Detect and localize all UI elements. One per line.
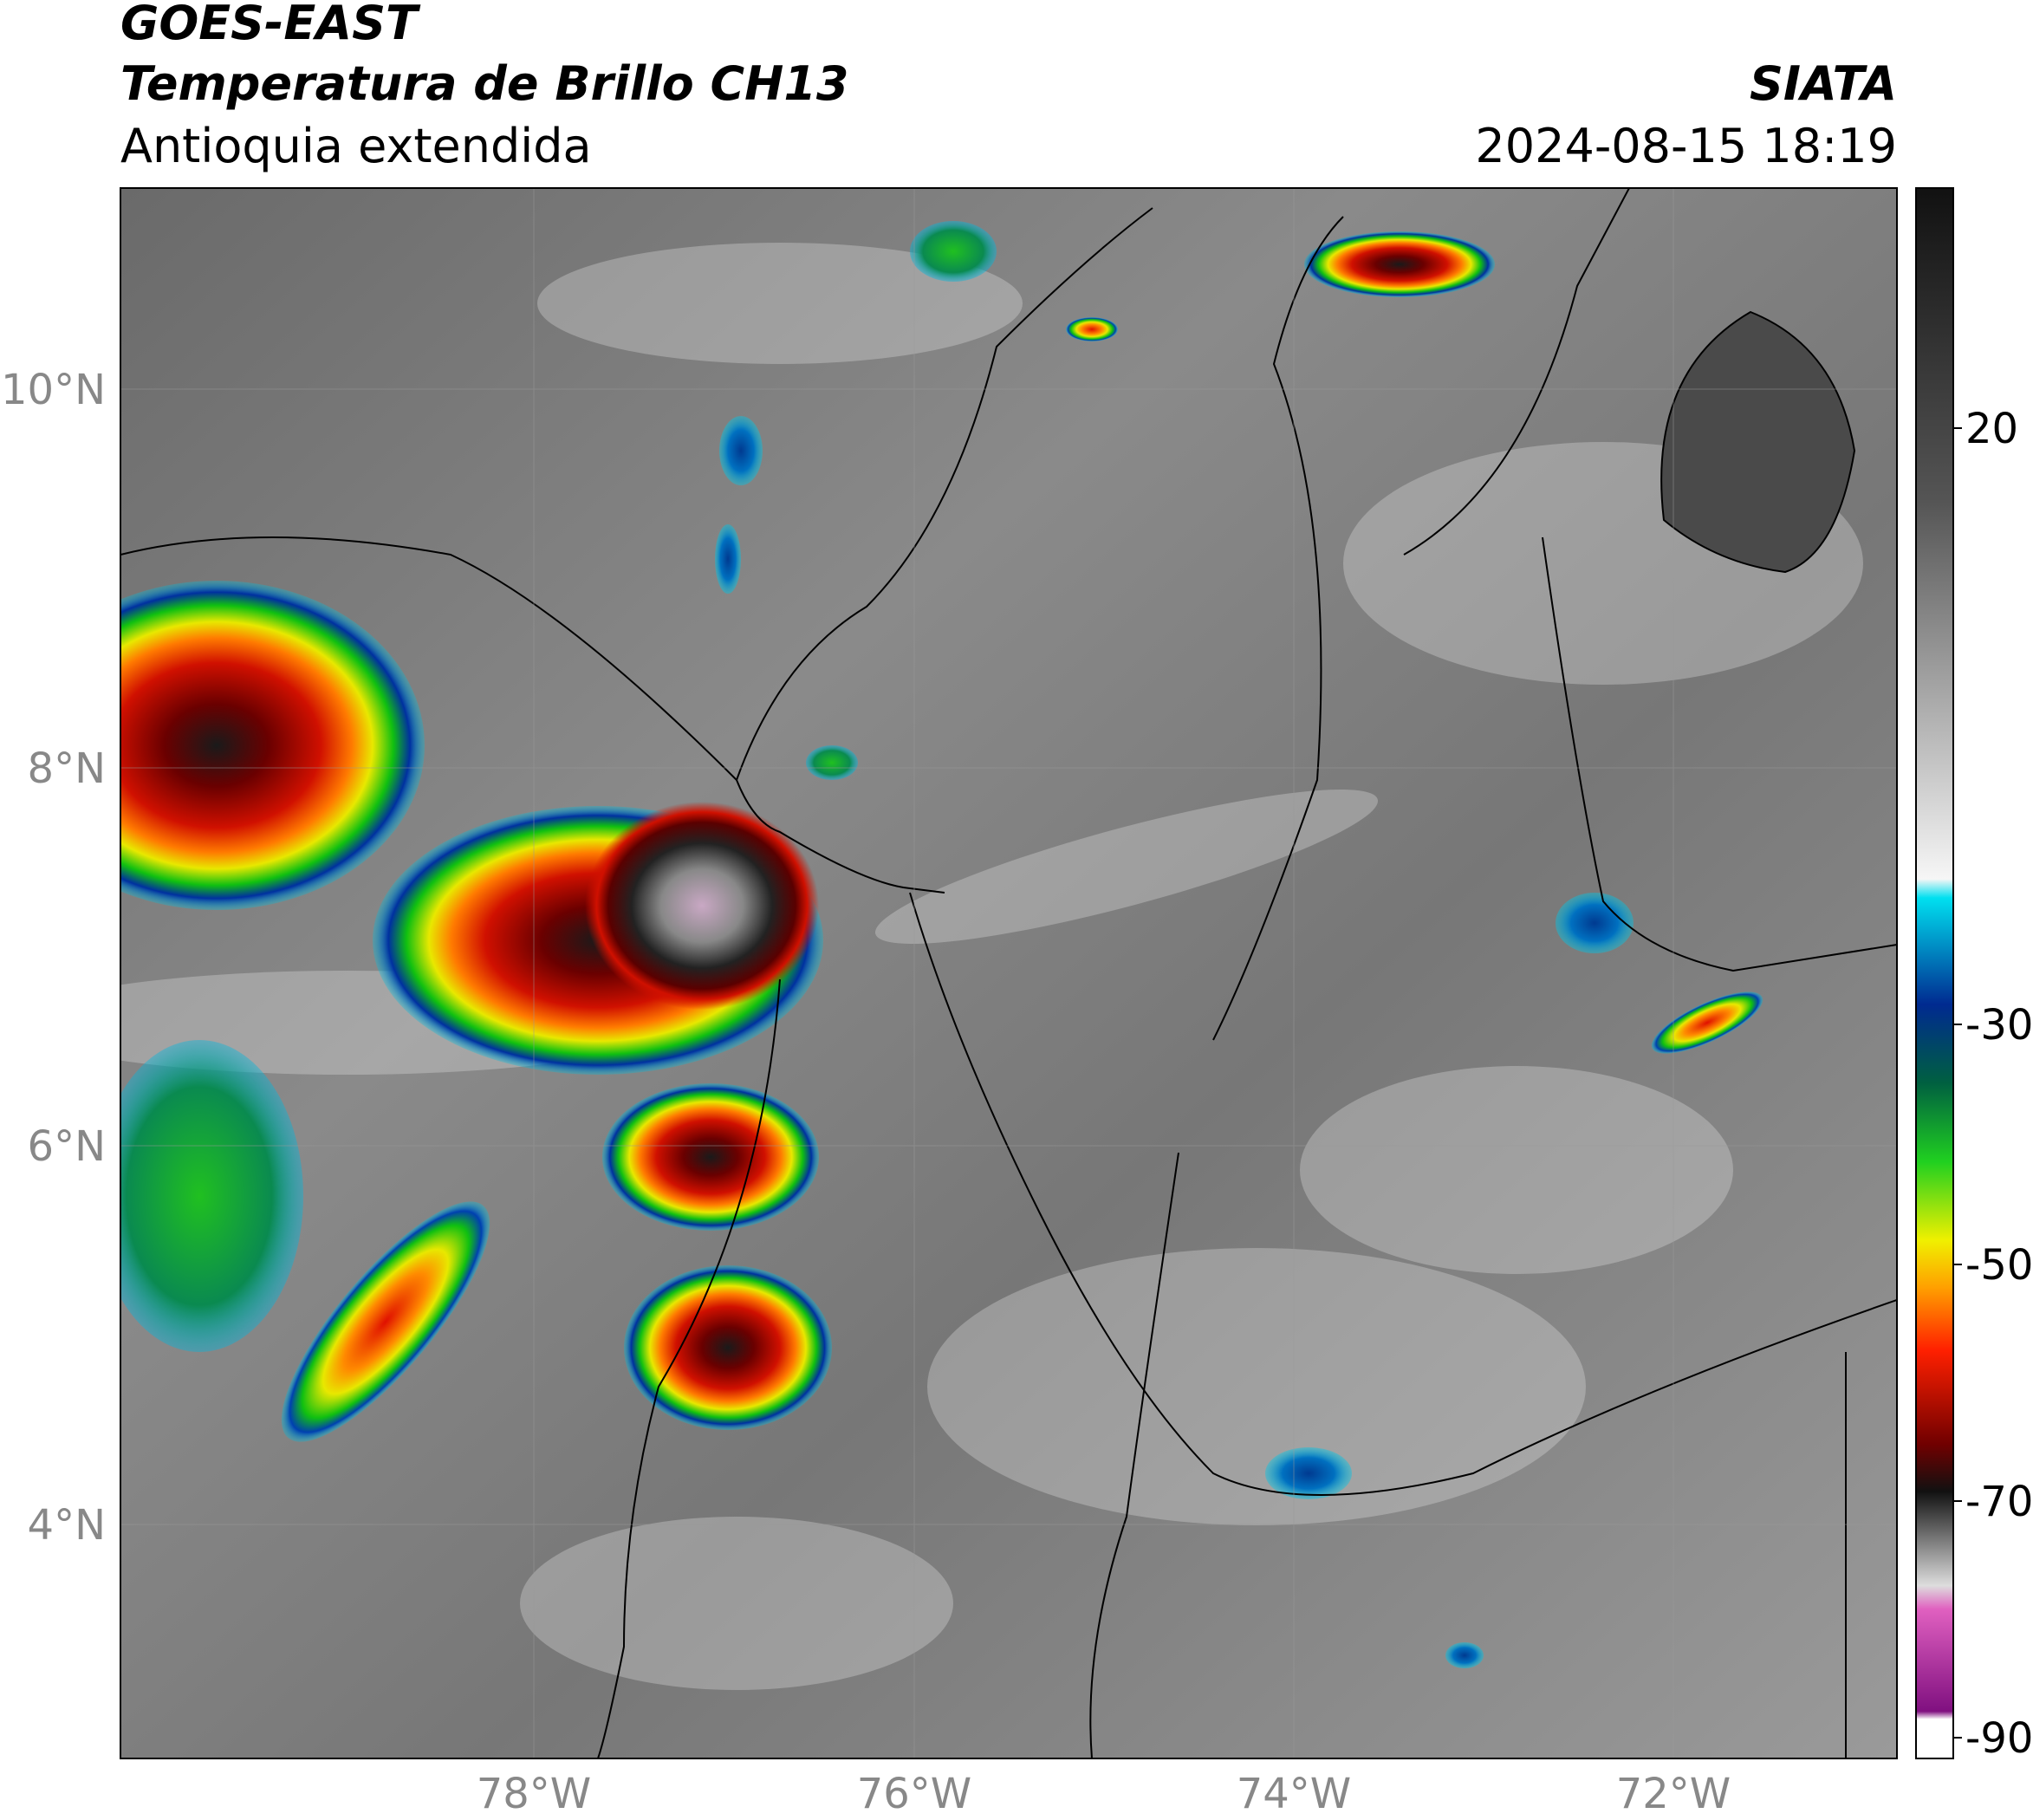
- lon-label: 78°W: [477, 1770, 592, 1818]
- storm-cell: [1304, 231, 1495, 297]
- border-line: [736, 207, 1153, 781]
- convective-area: [719, 416, 763, 485]
- convective-area: [910, 221, 997, 282]
- storm-cell: [602, 1083, 819, 1231]
- cloud: [927, 1248, 1586, 1525]
- border-line: [1542, 536, 1897, 972]
- lon-label: 74°W: [1237, 1770, 1352, 1818]
- graticule: [120, 188, 1897, 1758]
- colorbar-label: -50: [1965, 1241, 2033, 1290]
- map-frame: [120, 187, 1898, 1759]
- lon-label: 72°W: [1616, 1770, 1731, 1818]
- convective-area: [120, 1040, 303, 1352]
- cloud: [1300, 1066, 1733, 1274]
- lon-label: 76°W: [857, 1770, 972, 1818]
- border-line: [1089, 1152, 1179, 1758]
- convective-area: [1265, 1447, 1352, 1499]
- convective-area: [1445, 1642, 1484, 1668]
- colorbar-label: -90: [1965, 1714, 2033, 1763]
- convective-area: [806, 745, 858, 780]
- border-line: [597, 978, 781, 1758]
- satellite-title: GOES-EAST: [120, 0, 421, 50]
- lake-maracaibo: [1660, 310, 1856, 574]
- lat-label: 10°N: [1, 366, 106, 414]
- datetime-title: 2024-08-15 18:19: [1475, 119, 1897, 173]
- convective-area: [715, 524, 741, 594]
- product-title: Temperatura de Brillo CH13: [120, 56, 849, 111]
- region-title: Antioquia extendida: [120, 119, 592, 173]
- storm-core: [585, 802, 819, 1010]
- lat-label: 6°N: [28, 1122, 106, 1171]
- storm-cell: [120, 581, 425, 910]
- border-line: [909, 892, 1897, 1496]
- storm-cell: [624, 1265, 832, 1430]
- border-line: [120, 536, 945, 894]
- cloud: [537, 243, 1023, 364]
- convective-area: [1066, 317, 1118, 341]
- border-line: [1403, 188, 1630, 556]
- lat-label: 8°N: [28, 744, 106, 793]
- colorbar-label: 20: [1965, 405, 2018, 453]
- source-title: SIATA: [1750, 56, 1897, 111]
- convective-area: [1556, 893, 1634, 953]
- lat-label: 4°N: [28, 1501, 106, 1550]
- cloud: [874, 790, 1379, 944]
- satellite-image: [120, 188, 1897, 1758]
- convective-area: [1651, 991, 1763, 1054]
- cloud: [520, 1517, 953, 1690]
- colorbar-label: -70: [1965, 1478, 2033, 1526]
- colorbar-label: -30: [1965, 1001, 2033, 1050]
- storm-cell: [281, 1201, 490, 1442]
- colorbar-ticks: [1953, 427, 1962, 1739]
- colorbar: [1915, 187, 1954, 1759]
